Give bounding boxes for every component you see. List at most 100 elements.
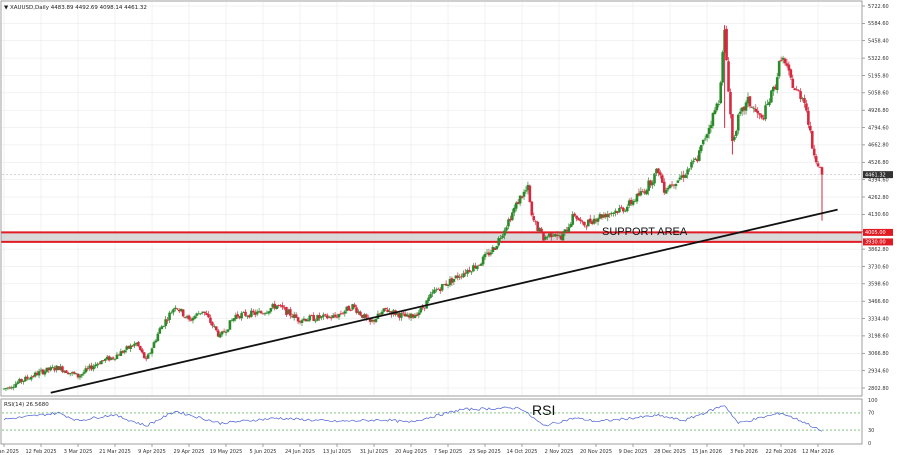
candle-body: [606, 214, 609, 217]
candle-body: [704, 139, 707, 140]
y-tick-label: 5458.40: [868, 39, 889, 45]
candle-body: [342, 314, 345, 315]
candle-body: [690, 162, 693, 168]
candle-body: [706, 134, 709, 138]
candle-body: [511, 212, 514, 220]
candle-body: [153, 342, 156, 348]
candle-body: [780, 60, 783, 61]
y-tick-label: 5584.60: [868, 21, 889, 27]
candle-body: [684, 175, 687, 178]
candle-body: [435, 290, 438, 291]
x-tick-label: 21 Mar 2025: [99, 449, 131, 455]
candle-body: [540, 229, 543, 232]
candle-body: [756, 111, 759, 114]
candle-body: [344, 311, 347, 313]
chart-header: ▼ XAUUSD,Daily 4483.89 4492.69 4098.14 4…: [4, 5, 147, 11]
candle-body: [400, 313, 403, 318]
candle-body: [797, 90, 800, 91]
candle-body: [419, 308, 422, 312]
y-tick-label: 5722.60: [868, 4, 889, 10]
x-tick-label: 22 Feb 2026: [765, 449, 796, 455]
candle-body: [815, 156, 818, 162]
candle-body: [347, 306, 350, 311]
candle-body: [719, 82, 722, 103]
candle-body: [770, 90, 773, 102]
candle-body: [727, 61, 730, 91]
candle-body: [353, 305, 356, 307]
candle-body: [215, 326, 218, 330]
candle-body: [402, 313, 405, 314]
candle-body: [497, 238, 500, 245]
candle-body: [760, 115, 763, 118]
candle-body: [162, 326, 165, 327]
candle-body: [758, 113, 761, 114]
candle-body: [529, 186, 532, 202]
candle-body: [501, 236, 504, 238]
candle-body: [764, 105, 767, 119]
candle-body: [679, 178, 682, 180]
candle-body: [698, 150, 701, 161]
candle-body: [252, 311, 255, 312]
y-tick-label: 5058.60: [868, 91, 889, 97]
candle-body: [626, 207, 629, 211]
y-tick-label: 4926.80: [868, 108, 889, 114]
rsi-tick-label: 100: [868, 398, 878, 404]
candle-body: [65, 370, 68, 373]
candle-body: [260, 311, 263, 313]
y-tick-label: 3730.60: [868, 264, 889, 270]
candle-body: [349, 310, 352, 311]
x-tick-label: 14 Oct 2025: [507, 449, 538, 455]
candle-body: [297, 317, 300, 321]
candle-body: [532, 216, 535, 220]
candle-body: [686, 169, 689, 174]
candle-body: [225, 332, 228, 333]
candle-body: [484, 254, 487, 257]
candle-body: [338, 314, 341, 317]
candle-body: [199, 313, 202, 314]
candle-body: [562, 234, 565, 241]
candle-body: [525, 190, 528, 191]
candle-body: [418, 313, 421, 316]
x-tick-label: 3 Mar 2025: [64, 449, 93, 455]
support-upper-tag: 4005.00: [865, 230, 886, 236]
y-tick-label: 4262.80: [868, 195, 889, 201]
y-tick-label: 2802.80: [868, 386, 889, 392]
candle-body: [753, 108, 756, 109]
candle-body: [92, 366, 95, 369]
candle-body: [147, 354, 150, 358]
candle-body: [776, 77, 779, 90]
y-tick-label: 3198.60: [868, 334, 889, 340]
candle-body: [270, 308, 273, 312]
candle-body: [505, 227, 508, 230]
candle-body: [227, 329, 230, 331]
candle-body: [209, 318, 212, 323]
candle-body: [476, 266, 479, 269]
candle-body: [26, 377, 29, 379]
x-tick-label: 7 Sep 2025: [434, 449, 463, 455]
candle-body: [384, 308, 387, 309]
candle-body: [778, 61, 781, 76]
candle-body: [558, 235, 561, 236]
candle-body: [729, 92, 732, 114]
candle-body: [749, 96, 752, 106]
candle-body: [618, 208, 621, 212]
candle-body: [579, 220, 582, 222]
x-tick-label: 24 Jan 2025: [0, 449, 19, 455]
y-tick-label: 4794.60: [868, 125, 889, 131]
candle-body: [281, 305, 284, 307]
candle-body: [714, 110, 717, 114]
candle-body: [236, 314, 239, 316]
support-area-label: SUPPORT AREA: [602, 226, 688, 238]
candle-body: [244, 312, 247, 316]
y-tick-label: 2934.60: [868, 368, 889, 374]
candle-body: [791, 79, 794, 88]
candle-body: [499, 238, 502, 239]
candle-body: [813, 149, 816, 156]
candle-body: [182, 310, 185, 317]
candle-body: [807, 111, 810, 125]
candle-body: [51, 367, 54, 368]
candle-body: [295, 314, 298, 317]
y-tick-label: 3334.40: [868, 316, 889, 322]
candle-body: [83, 372, 86, 374]
